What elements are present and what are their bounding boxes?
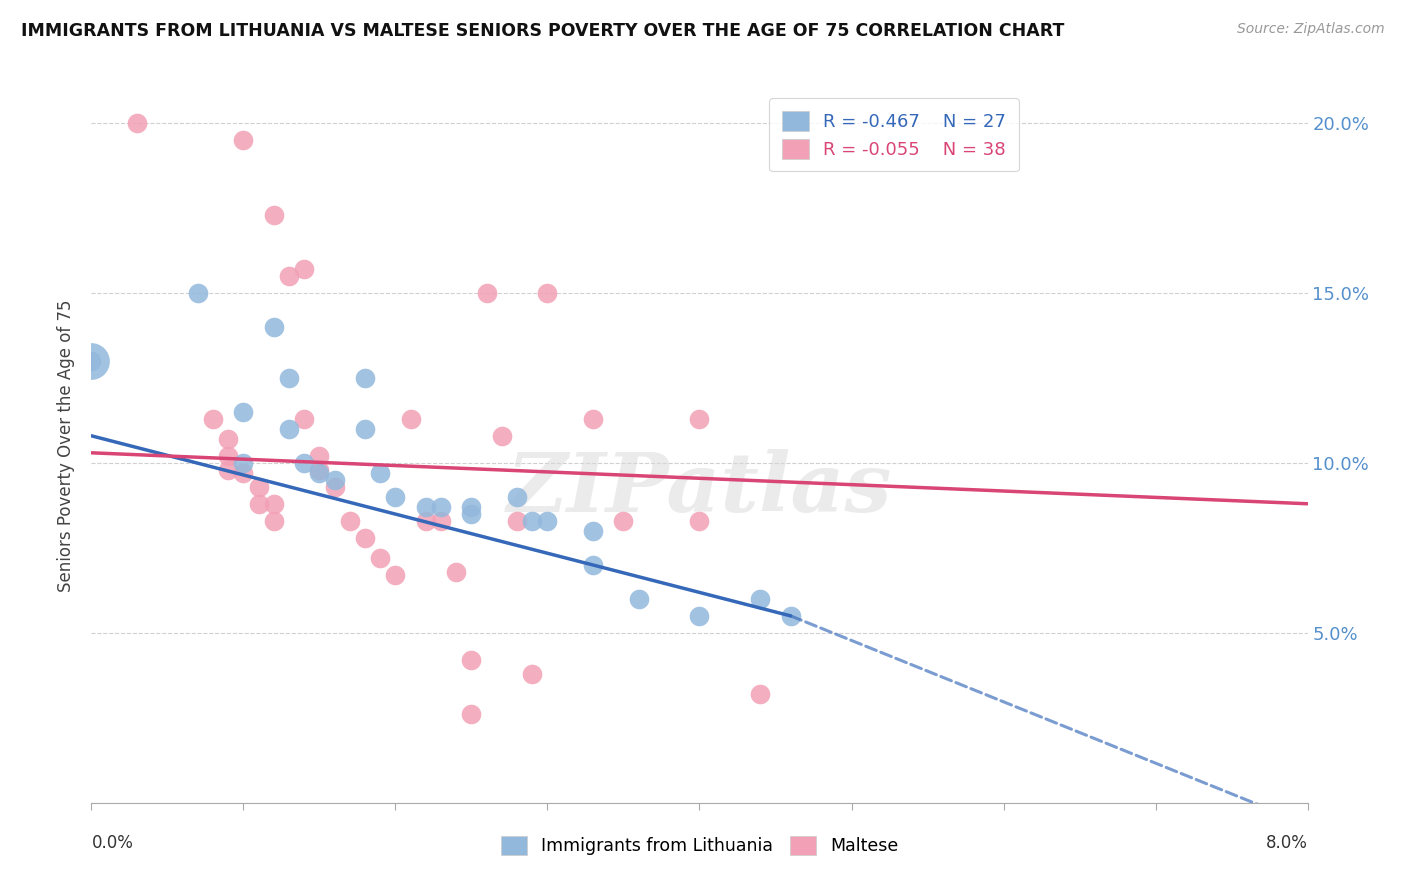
Point — [263, 320, 285, 334]
Text: Source: ZipAtlas.com: Source: ZipAtlas.com — [1237, 22, 1385, 37]
Point — [582, 524, 605, 538]
Point — [292, 412, 315, 426]
Point — [354, 422, 377, 436]
Point — [278, 371, 301, 385]
Point — [522, 514, 544, 528]
Point — [232, 405, 254, 419]
Point — [460, 653, 482, 667]
Point — [368, 466, 391, 480]
Point — [292, 456, 315, 470]
Text: 8.0%: 8.0% — [1265, 834, 1308, 852]
Point — [627, 591, 650, 606]
Point — [612, 514, 634, 528]
Point — [779, 608, 801, 623]
Point — [247, 480, 270, 494]
Point — [232, 456, 254, 470]
Point — [232, 466, 254, 480]
Text: IMMIGRANTS FROM LITHUANIA VS MALTESE SENIORS POVERTY OVER THE AGE OF 75 CORRELAT: IMMIGRANTS FROM LITHUANIA VS MALTESE SEN… — [21, 22, 1064, 40]
Point — [536, 286, 558, 301]
Point — [278, 269, 301, 284]
Point — [354, 531, 377, 545]
Point — [384, 568, 406, 582]
Point — [308, 466, 330, 480]
Point — [354, 371, 377, 385]
Text: ZIPatlas: ZIPatlas — [506, 449, 893, 529]
Point — [263, 208, 285, 222]
Point — [460, 707, 482, 722]
Point — [339, 514, 361, 528]
Legend: Immigrants from Lithuania, Maltese: Immigrants from Lithuania, Maltese — [491, 825, 908, 865]
Y-axis label: Seniors Poverty Over the Age of 75: Seniors Poverty Over the Age of 75 — [58, 300, 76, 592]
Point — [125, 116, 148, 130]
Text: 0.0%: 0.0% — [91, 834, 134, 852]
Point — [308, 449, 330, 463]
Point — [430, 500, 453, 515]
Point — [399, 412, 422, 426]
Point — [80, 354, 103, 368]
Point — [80, 354, 103, 368]
Point — [323, 473, 346, 487]
Point — [749, 591, 772, 606]
Point — [460, 507, 482, 521]
Point — [491, 429, 513, 443]
Point — [536, 514, 558, 528]
Point — [506, 490, 529, 504]
Point — [292, 262, 315, 277]
Point — [323, 480, 346, 494]
Point — [415, 500, 437, 515]
Point — [263, 497, 285, 511]
Point — [368, 551, 391, 566]
Point — [415, 514, 437, 528]
Point — [217, 463, 239, 477]
Point — [582, 558, 605, 572]
Point — [202, 412, 225, 426]
Point — [232, 133, 254, 147]
Point — [187, 286, 209, 301]
Point — [460, 500, 482, 515]
Point — [384, 490, 406, 504]
Point — [308, 463, 330, 477]
Point — [749, 687, 772, 701]
Point — [506, 514, 529, 528]
Point — [688, 412, 710, 426]
Point — [582, 412, 605, 426]
Point — [522, 666, 544, 681]
Point — [217, 432, 239, 446]
Point — [430, 514, 453, 528]
Point — [444, 565, 467, 579]
Point — [688, 608, 710, 623]
Point — [247, 497, 270, 511]
Point — [688, 514, 710, 528]
Point — [475, 286, 498, 301]
Point — [217, 449, 239, 463]
Point — [263, 514, 285, 528]
Point — [278, 422, 301, 436]
